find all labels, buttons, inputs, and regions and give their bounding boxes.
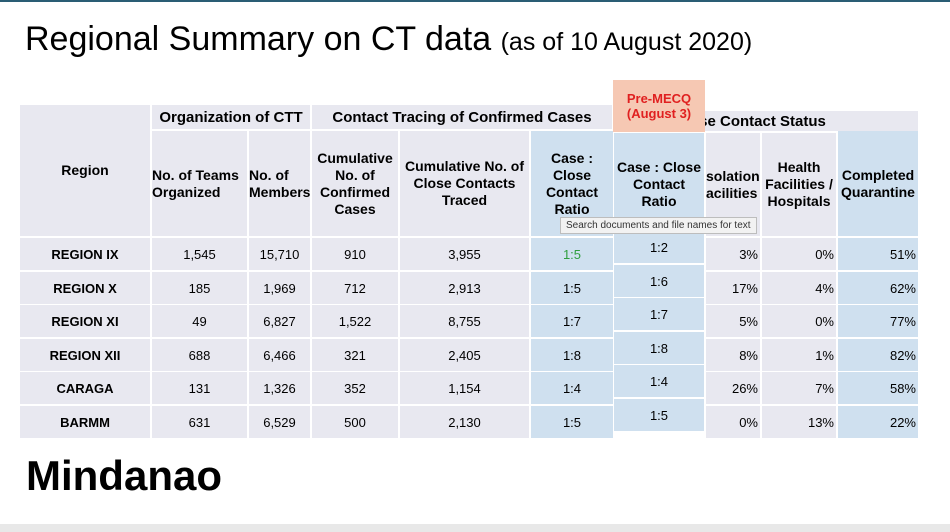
cell-contacts: 8,755 [400,305,529,337]
cell-region: REGION XII [20,339,150,371]
cell-ratio: 1:5 [531,272,613,304]
cell-pre-ratio: 1:8 [614,332,704,364]
header-health: Health Facilities / Hospitals [762,133,836,236]
cell-confirmed: 500 [312,406,398,438]
cell-members: 6,827 [249,305,310,337]
cell-members: 6,466 [249,339,310,371]
cell-teams: 1,545 [152,238,247,270]
cell-contacts: 2,913 [400,272,529,304]
cell-isolation: 3% [706,238,760,270]
cell-teams: 688 [152,339,247,371]
cell-isolation: 8% [706,339,760,371]
bottom-bar [0,524,950,532]
cell-teams: 185 [152,272,247,304]
cell-health: 4% [762,272,836,304]
header-confirmed: Cumulative No. of Confirmed Cases [312,131,398,236]
slide-title: Regional Summary on CT data (as of 10 Au… [25,20,752,59]
header-completed: Completed Quarantine [838,131,918,236]
cell-contacts: 1,154 [400,372,529,404]
title-subtitle: (as of 10 August 2020) [500,28,753,56]
header-members: No. of Members [249,131,310,236]
title-main: Regional Summary on CT data [25,20,492,58]
cell-region: CARAGA [20,372,150,404]
cell-contacts: 3,955 [400,238,529,270]
cell-teams: 631 [152,406,247,438]
cell-ratio: 1:5 [531,406,613,438]
cell-ratio: 1:4 [531,372,613,404]
cell-completed: 58% [838,372,918,404]
cell-health: 13% [762,406,836,438]
cell-health: 1% [762,339,836,371]
cell-pre-ratio: 1:4 [614,365,704,397]
cell-members: 6,529 [249,406,310,438]
cell-pre-ratio: 1:6 [614,265,704,297]
cell-completed: 22% [838,406,918,438]
cell-health: 0% [762,238,836,270]
pre-mecq-line2: (August 3) [626,106,692,121]
cell-teams: 49 [152,305,247,337]
cell-members: 1,969 [249,272,310,304]
cell-region: REGION XI [20,305,150,337]
footer-label: Mindanao [26,452,222,499]
cell-ratio: 1:7 [531,305,613,337]
cell-health: 0% [762,305,836,337]
cell-region: BARMM [20,406,150,438]
cell-confirmed: 712 [312,272,398,304]
header-region: Region [20,105,150,236]
cell-isolation: 26% [706,372,760,404]
cell-confirmed: 352 [312,372,398,404]
cell-confirmed: 910 [312,238,398,270]
cell-ratio: 1:8 [531,339,613,371]
cell-ratio: 1:5 [531,238,613,270]
search-tooltip: Search documents and file names for text [560,217,757,234]
cell-region: REGION X [20,272,150,304]
cell-isolation: 17% [706,272,760,304]
cell-region: REGION IX [20,238,150,270]
cell-completed: 62% [838,272,918,304]
cell-members: 1,326 [249,372,310,404]
header-contacts: Cumulative No. of Close Contacts Traced [400,131,529,236]
cell-teams: 131 [152,372,247,404]
cell-health: 7% [762,372,836,404]
group-organization: Organization of CTT [152,105,310,129]
pre-mecq-line1: Pre-MECQ [626,91,692,106]
cell-isolation: 0% [706,406,760,438]
cell-confirmed: 321 [312,339,398,371]
cell-pre-ratio: 1:5 [614,399,704,431]
cell-pre-ratio: 1:7 [614,298,704,330]
cell-completed: 51% [838,238,918,270]
cell-contacts: 2,405 [400,339,529,371]
pre-mecq-label: Pre-MECQ (August 3) [613,80,705,132]
cell-pre-ratio: 1:2 [614,231,704,263]
cell-isolation: 5% [706,305,760,337]
cell-completed: 82% [838,339,918,371]
cell-members: 15,710 [249,238,310,270]
cell-contacts: 2,130 [400,406,529,438]
top-accent-line [0,0,950,2]
header-teams: No. of Teams Organized [152,131,247,236]
cell-completed: 77% [838,305,918,337]
cell-confirmed: 1,522 [312,305,398,337]
group-contact-tracing: Contact Tracing of Confirmed Cases [312,105,612,129]
